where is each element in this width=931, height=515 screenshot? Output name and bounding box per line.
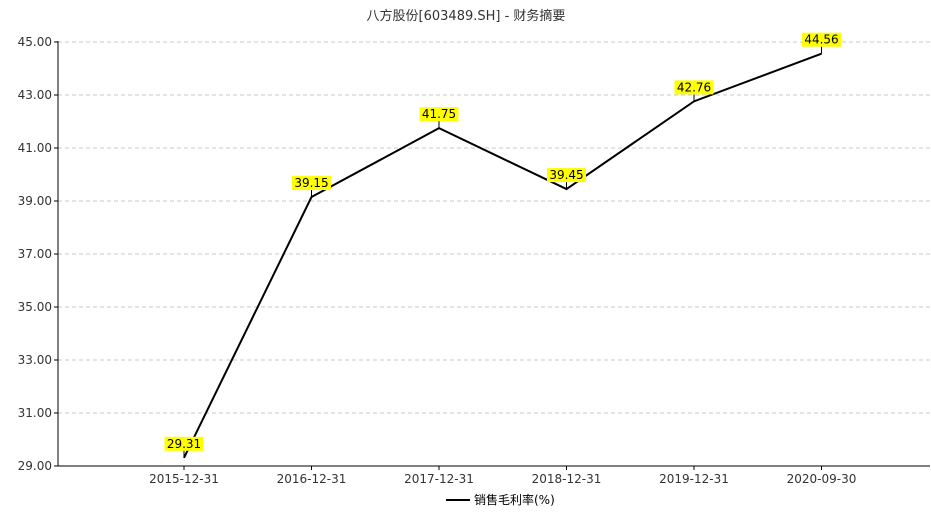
data-label: 44.56 <box>804 33 838 47</box>
chart-title: 八方股份[603489.SH] - 财务摘要 <box>367 8 566 24</box>
data-label: 29.31 <box>167 437 201 451</box>
y-tick-label: 33.00 <box>18 353 52 367</box>
y-tick-label: 29.00 <box>18 459 52 473</box>
y-tick-label: 31.00 <box>18 406 52 420</box>
y-tick-label: 35.00 <box>18 300 52 314</box>
y-tick-label: 45.00 <box>18 35 52 49</box>
series-line <box>183 52 822 459</box>
x-tick-labels: 2015-12-31 2016-12-31 2017-12-31 2018-12-31… <box>149 466 856 486</box>
x-tick-label: 2018-12-31 <box>532 472 602 486</box>
y-tick-label: 43.00 <box>18 88 52 102</box>
data-label: 42.76 <box>677 80 711 94</box>
legend: 销售毛利率(%) <box>446 492 555 507</box>
legend-label: 销售毛利率(%) <box>474 492 555 507</box>
data-label-background <box>292 176 331 191</box>
series-gross-margin <box>183 52 822 459</box>
data-label-background <box>802 32 841 47</box>
data-labels: 29.31 39.15 41.75 39.45 42.76 44.56 <box>164 32 841 458</box>
data-label-background <box>547 168 586 183</box>
x-tick-label: 2017-12-31 <box>404 472 474 486</box>
y-tick-label: 37.00 <box>18 247 52 261</box>
data-label-background <box>164 436 204 451</box>
x-tick-label: 2020-09-30 <box>787 472 857 486</box>
x-tick-label: 2019-12-31 <box>659 472 729 486</box>
data-label: 39.15 <box>294 176 328 190</box>
data-label-background <box>419 107 459 122</box>
y-tick-labels: 29.00 31.00 33.00 35.00 37.00 39.00 41.00 43.00… <box>18 35 58 473</box>
data-label: 39.45 <box>549 168 583 182</box>
grid-lines <box>58 41 930 414</box>
x-tick-label: 2016-12-31 <box>277 472 347 486</box>
x-tick-label: 2015-12-31 <box>149 472 219 486</box>
y-tick-label: 39.00 <box>18 194 52 208</box>
y-tick-label: 41.00 <box>18 141 52 155</box>
data-label: 41.75 <box>422 107 456 121</box>
data-label-background <box>674 80 714 95</box>
